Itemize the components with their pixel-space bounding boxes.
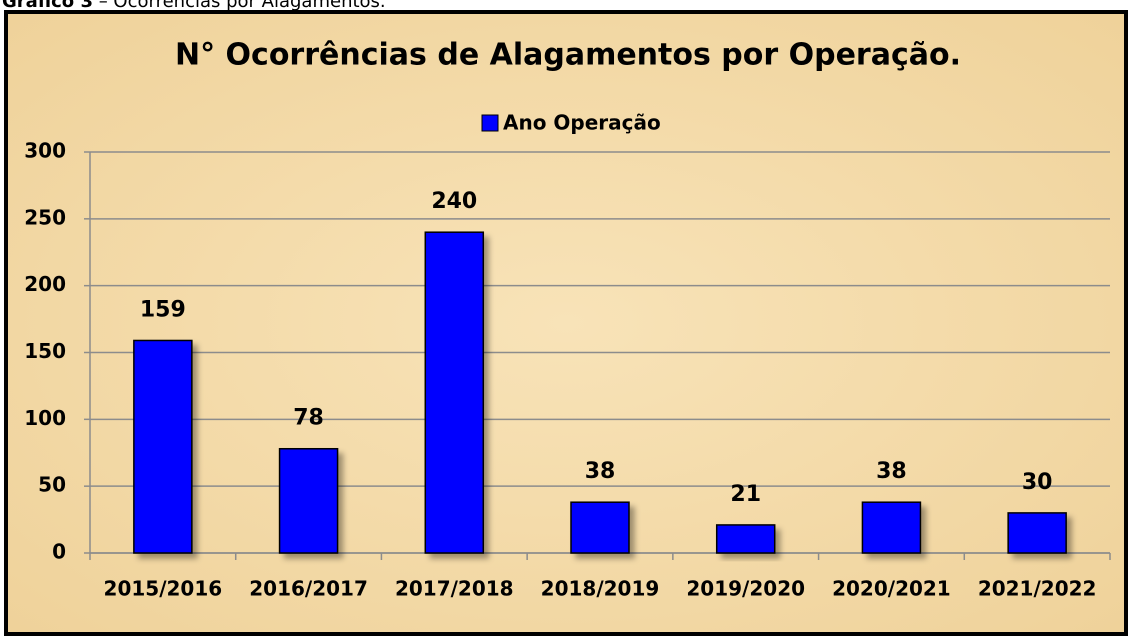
data-label: 38	[585, 459, 616, 484]
y-tick-label: 300	[24, 139, 66, 163]
x-tick-label: 2020/2021	[832, 577, 951, 601]
bar	[133, 339, 193, 554]
data-label: 159	[140, 297, 186, 322]
x-tick-label: 2018/2019	[541, 577, 660, 601]
caption: Gráfico 3 – Ocorrências por Alagamentos.	[2, 0, 386, 12]
y-tick-label: 200	[24, 272, 66, 296]
y-tick-label: 150	[24, 339, 66, 363]
bar	[278, 447, 339, 554]
data-label: 21	[730, 482, 761, 507]
x-tick-label: 2016/2017	[249, 577, 368, 601]
y-tick-label: 100	[24, 406, 66, 430]
data-label: 240	[431, 189, 477, 214]
bar	[570, 501, 630, 554]
x-tick-label: 2017/2018	[395, 577, 514, 601]
bar	[861, 501, 922, 554]
data-label: 38	[876, 459, 907, 484]
chart-frame	[4, 10, 1128, 636]
bar	[424, 231, 485, 554]
legend-swatch	[481, 114, 499, 132]
x-tick-label: 2015/2016	[104, 577, 223, 601]
data-label: 78	[293, 406, 324, 431]
y-tick-label: 250	[24, 205, 66, 229]
caption-label: Gráfico 3	[2, 0, 93, 12]
bar	[1007, 512, 1067, 554]
x-tick-label: 2021/2022	[978, 577, 1097, 601]
y-tick-label: 0	[52, 540, 66, 564]
y-tick-label: 50	[38, 473, 66, 497]
legend-label: Ano Operação	[503, 111, 661, 135]
caption-text: – Ocorrências por Alagamentos.	[98, 0, 386, 12]
bar	[715, 524, 776, 554]
chart-title: N° Ocorrências de Alagamentos por Operaç…	[175, 38, 961, 73]
data-label: 30	[1022, 470, 1053, 495]
x-tick-label: 2019/2020	[686, 577, 805, 601]
